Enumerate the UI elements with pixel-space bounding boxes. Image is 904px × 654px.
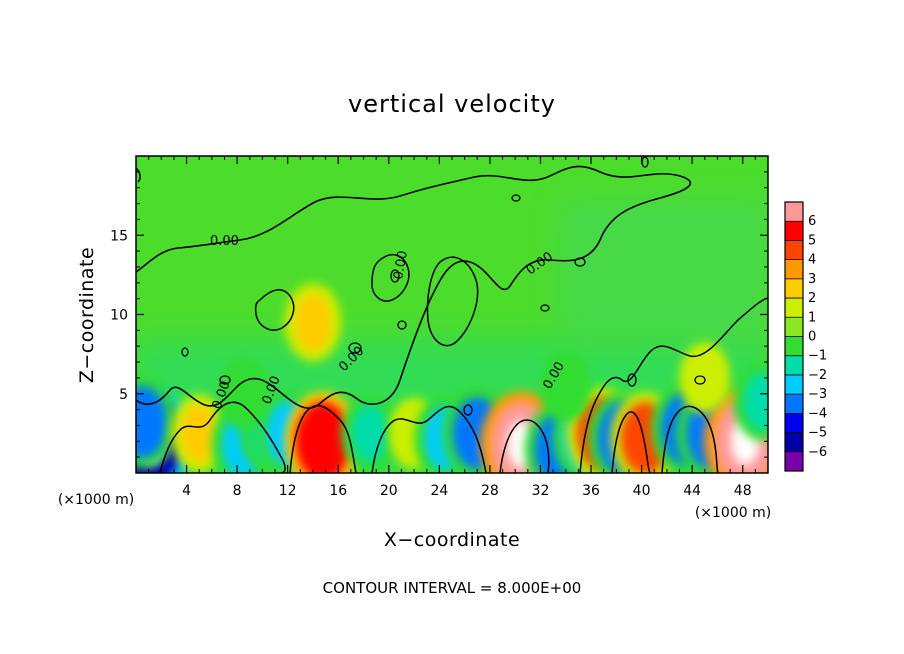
upper-right-band — [560, 200, 768, 340]
chart-title: vertical velocity — [348, 90, 556, 118]
velocity-cell — [743, 372, 768, 431]
small-contour — [181, 347, 189, 357]
x-tick-label: 40 — [633, 483, 651, 499]
small-contour — [574, 257, 586, 267]
y-tick-label: 15 — [110, 228, 128, 244]
colorbar-label: 6 — [808, 214, 816, 229]
x-tick-label: 28 — [481, 483, 499, 499]
colorbar-label: −3 — [808, 387, 827, 402]
contour-line-6 — [579, 297, 768, 473]
colorbar-label: −2 — [808, 368, 827, 383]
colorbar-segment — [785, 374, 803, 395]
colorbar-segment — [785, 278, 803, 299]
colorbar-segment — [785, 317, 803, 337]
x-tick-label: 24 — [430, 483, 448, 499]
contour-line-3 — [289, 404, 357, 473]
colorbar-segment — [785, 259, 803, 280]
small-contour — [397, 320, 407, 330]
contour-line-12 — [426, 256, 479, 347]
x-tick-label: 4 — [182, 483, 191, 499]
x-tick-label: 16 — [329, 483, 347, 499]
x-tick-label: 48 — [734, 483, 752, 499]
y-axis-label: Z−coordinate — [76, 247, 98, 383]
colorbar-segment — [785, 240, 803, 261]
contour-line-10 — [371, 253, 410, 302]
plot-area: 0.00 0.00 0.00 0.00 0.00 0.00 0.00 — [136, 156, 768, 473]
small-contour — [511, 194, 521, 202]
colorbar-segment — [785, 202, 803, 222]
small-contour — [390, 269, 400, 283]
x-tick-label: 32 — [532, 483, 550, 499]
contour-label: 0.00 — [391, 250, 411, 281]
colorbar-segment — [785, 413, 803, 434]
colorbar-segment — [785, 336, 803, 357]
x-axis-label: X−coordinate — [384, 529, 520, 551]
contour-line-7 — [611, 411, 651, 473]
colorbar-segment — [785, 394, 803, 414]
colorbar-segment — [785, 355, 803, 376]
y-tick-label: 5 — [119, 387, 128, 403]
y-axis-ticks: 5 10 15 — [110, 171, 768, 458]
x-axis-ticks: 4 8 12 16 20 24 28 32 36 40 44 48 — [148, 156, 756, 499]
colorbar-segment — [785, 221, 803, 241]
colorbar-label: 1 — [808, 310, 816, 325]
x-tick-label: 8 — [233, 483, 242, 499]
colorbar-segment — [785, 451, 803, 472]
velocity-cell — [550, 360, 581, 412]
colorbar-segment — [785, 432, 803, 453]
x-unit-label-right: (×1000 m) — [695, 505, 771, 521]
contour-line-9 — [254, 289, 295, 331]
small-contour — [463, 404, 473, 416]
colorbar-segment — [785, 298, 803, 318]
velocity-cell — [228, 368, 259, 420]
zero-contour-line — [136, 165, 692, 409]
colorbar-label: 5 — [808, 233, 816, 248]
x-tick-label: 12 — [279, 483, 297, 499]
contour-line-11 — [136, 167, 141, 183]
contour-line-4 — [371, 405, 487, 473]
colorbar-label: −4 — [808, 406, 827, 421]
velocity-cell — [294, 293, 332, 352]
velocity-cell — [295, 401, 352, 473]
contour-label: 0.00 — [210, 234, 239, 249]
y-tick-label: 10 — [110, 308, 128, 324]
velocity-cell — [180, 404, 218, 463]
small-contour — [694, 375, 706, 385]
small-contour — [627, 373, 637, 387]
velocity-cells — [136, 283, 768, 473]
colorbar-label: −6 — [808, 445, 827, 460]
x-tick-label: 20 — [380, 483, 398, 499]
contour-line-5 — [499, 419, 550, 473]
small-contour — [540, 304, 550, 312]
contour-line-8 — [661, 405, 719, 473]
colorbar-label: 3 — [808, 272, 816, 287]
contour-line-2 — [159, 401, 286, 473]
colorbar-label: 0 — [808, 330, 816, 345]
x-tick-label: 36 — [582, 483, 600, 499]
velocity-cell — [351, 404, 389, 463]
x-tick-label: 44 — [683, 483, 701, 499]
small-contour — [219, 375, 231, 385]
colorbar: 6 5 4 3 2 1 0 −1 −2 −3 −4 −5 −6 — [784, 201, 827, 472]
small-contour — [348, 342, 362, 354]
colorbar-label: −1 — [808, 349, 827, 364]
contour-interval-note: CONTOUR INTERVAL = 8.000E+00 — [323, 579, 582, 597]
colorbar-label: 4 — [808, 253, 816, 268]
x-unit-label-left: (×1000 m) — [58, 492, 134, 508]
colorbar-label: −5 — [808, 426, 827, 441]
colorbar-label: 2 — [808, 291, 816, 306]
